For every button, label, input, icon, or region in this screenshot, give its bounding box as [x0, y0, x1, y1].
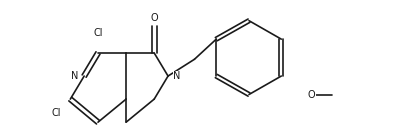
Text: O: O — [308, 89, 315, 99]
Text: Cl: Cl — [51, 108, 61, 118]
Text: O: O — [150, 13, 158, 23]
Text: N: N — [71, 71, 79, 81]
Text: N: N — [174, 71, 181, 81]
Text: Cl: Cl — [93, 28, 103, 38]
